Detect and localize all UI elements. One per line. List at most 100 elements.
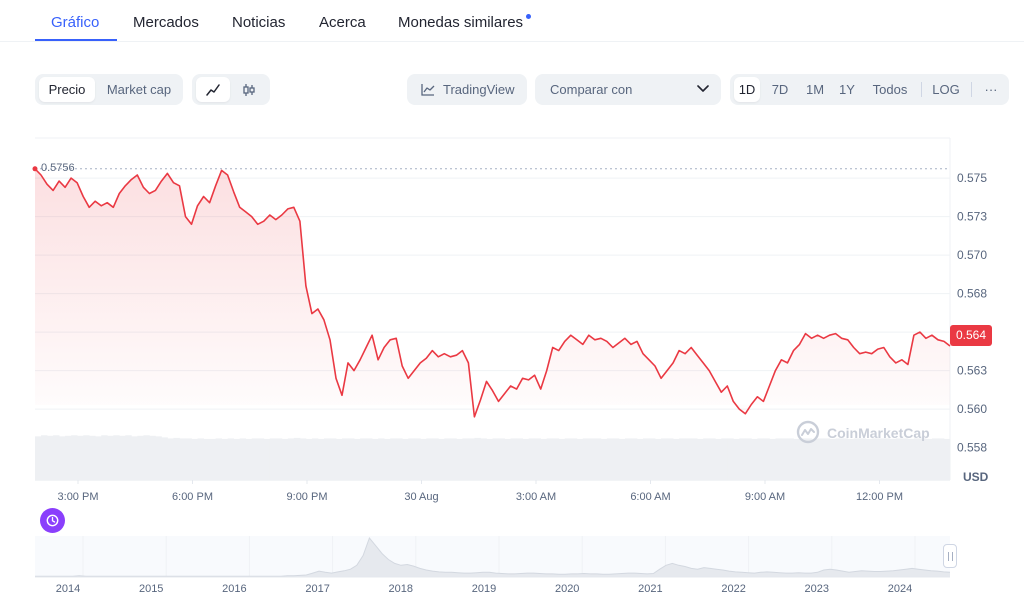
volume-bar [47, 435, 54, 480]
volume-bar [552, 438, 560, 480]
range-todos[interactable]: Todos [872, 82, 908, 97]
precio-toggle[interactable]: Precio [39, 77, 95, 102]
volume-bar [89, 435, 96, 480]
price-line[interactable] [34, 168, 951, 418]
volume-bar [390, 438, 397, 480]
x-tick-label: 3:00 PM [58, 491, 99, 503]
navigator-history-line [35, 537, 951, 577]
volume-bar [221, 438, 229, 480]
watermark-text: CoinMarketCap [827, 425, 930, 441]
volume-bar [673, 438, 680, 480]
tradingview-label: TradingView [443, 82, 515, 97]
volume-bar [414, 438, 421, 480]
volume-bar [215, 438, 223, 480]
market-cap-toggle[interactable]: Market cap [106, 82, 172, 97]
navigator-scroll-handle[interactable] [943, 544, 957, 568]
volume-bar [366, 438, 373, 480]
volume-bar [408, 438, 415, 480]
volume-bar [209, 438, 216, 480]
range-1m[interactable]: 1M [805, 82, 825, 97]
volume-bar [901, 438, 909, 480]
volume-bar [161, 437, 168, 480]
volume-bar [263, 438, 271, 480]
volume-bar [655, 438, 662, 480]
range-1y[interactable]: 1Y [839, 82, 855, 97]
volume-bar [311, 438, 319, 480]
volume-bar [624, 438, 632, 480]
volume-bar [510, 438, 517, 480]
volume-bar [125, 435, 132, 480]
navigator-year-label: 2021 [638, 583, 662, 595]
volume-bar [167, 438, 174, 480]
history-button[interactable] [40, 508, 65, 533]
x-tick-label: 9:00 AM [745, 491, 785, 503]
volume-bar [907, 438, 915, 480]
volume-bar [751, 438, 758, 480]
tab-mercados[interactable]: Mercados [133, 14, 199, 31]
volume-bar [354, 438, 361, 480]
tab-grafico[interactable]: Gráfico [51, 14, 100, 31]
volume-bar [227, 438, 235, 480]
time-range-selector: 1D 7D 1M 1Y Todos LOG ··· [730, 74, 1009, 105]
volume-bar [323, 438, 331, 480]
y-tick-label: 0.570 [957, 248, 987, 262]
volume-bar [835, 438, 843, 480]
history-navigator[interactable] [35, 536, 951, 578]
volume-bar [155, 436, 162, 480]
navigator-year-axis: 2014 2015 2016 2017 2018 2019 2020 2021 2022 2023… [56, 583, 912, 595]
navigator-year-label: 2020 [555, 583, 579, 595]
volume-bar [558, 438, 566, 480]
navigator-year-label: 2024 [888, 583, 912, 595]
volume-bar [504, 438, 511, 480]
volume-bar [203, 438, 210, 480]
volume-bar [281, 438, 289, 480]
volume-bar [733, 438, 740, 480]
volume-bar [612, 438, 620, 480]
volume-bar [564, 438, 572, 480]
compare-with-dropdown[interactable]: Comparar con [535, 74, 721, 105]
volume-bar [540, 438, 548, 480]
volume-bar [402, 438, 409, 480]
volume-bar [642, 438, 650, 480]
x-tick-label: 6:00 PM [172, 491, 213, 503]
range-1d[interactable]: 1D [734, 77, 760, 102]
line-chart-button[interactable] [196, 77, 230, 102]
navigator-background [35, 536, 950, 577]
volume-bar [661, 438, 668, 480]
volume-bar [829, 438, 837, 480]
coinmarketcap-watermark: CoinMarketCap [796, 420, 930, 446]
volume-bar [811, 438, 818, 480]
volume-bar [462, 438, 469, 480]
volume-bar [119, 435, 126, 480]
metric-toggle: Precio Market cap [35, 74, 183, 105]
volume-bar [576, 438, 584, 480]
volume-bar [588, 438, 596, 480]
log-scale-toggle[interactable]: LOG [932, 82, 960, 97]
tradingview-button[interactable]: TradingView [407, 74, 527, 105]
volume-bar [131, 436, 138, 480]
tab-acerca[interactable]: Acerca [319, 14, 366, 31]
volume-bar [137, 435, 144, 480]
volume-bar [59, 436, 66, 480]
y-tick-label: 0.575 [957, 171, 987, 185]
volume-bar [173, 437, 180, 480]
volume-bar [468, 438, 475, 480]
volume-bar [245, 438, 253, 480]
tab-monedas-similares[interactable]: Monedas similares [398, 14, 524, 31]
volume-bar [342, 438, 349, 480]
volume-bar [727, 438, 734, 480]
navigator-year-label: 2017 [305, 583, 329, 595]
more-options-button[interactable]: ··· [984, 82, 998, 97]
y-tick-label: 0.573 [957, 210, 987, 224]
tab-noticias[interactable]: Noticias [232, 14, 286, 31]
volume-bar [793, 438, 800, 480]
range-7d[interactable]: 7D [771, 82, 789, 97]
volume-bar [691, 438, 698, 480]
volume-bar [450, 438, 457, 480]
volume-bar [739, 438, 746, 480]
price-area-fill [35, 168, 950, 417]
candlestick-button[interactable] [232, 77, 266, 102]
volume-bar [348, 438, 355, 480]
volume-bar [931, 438, 939, 480]
currency-label: USD [963, 470, 989, 484]
